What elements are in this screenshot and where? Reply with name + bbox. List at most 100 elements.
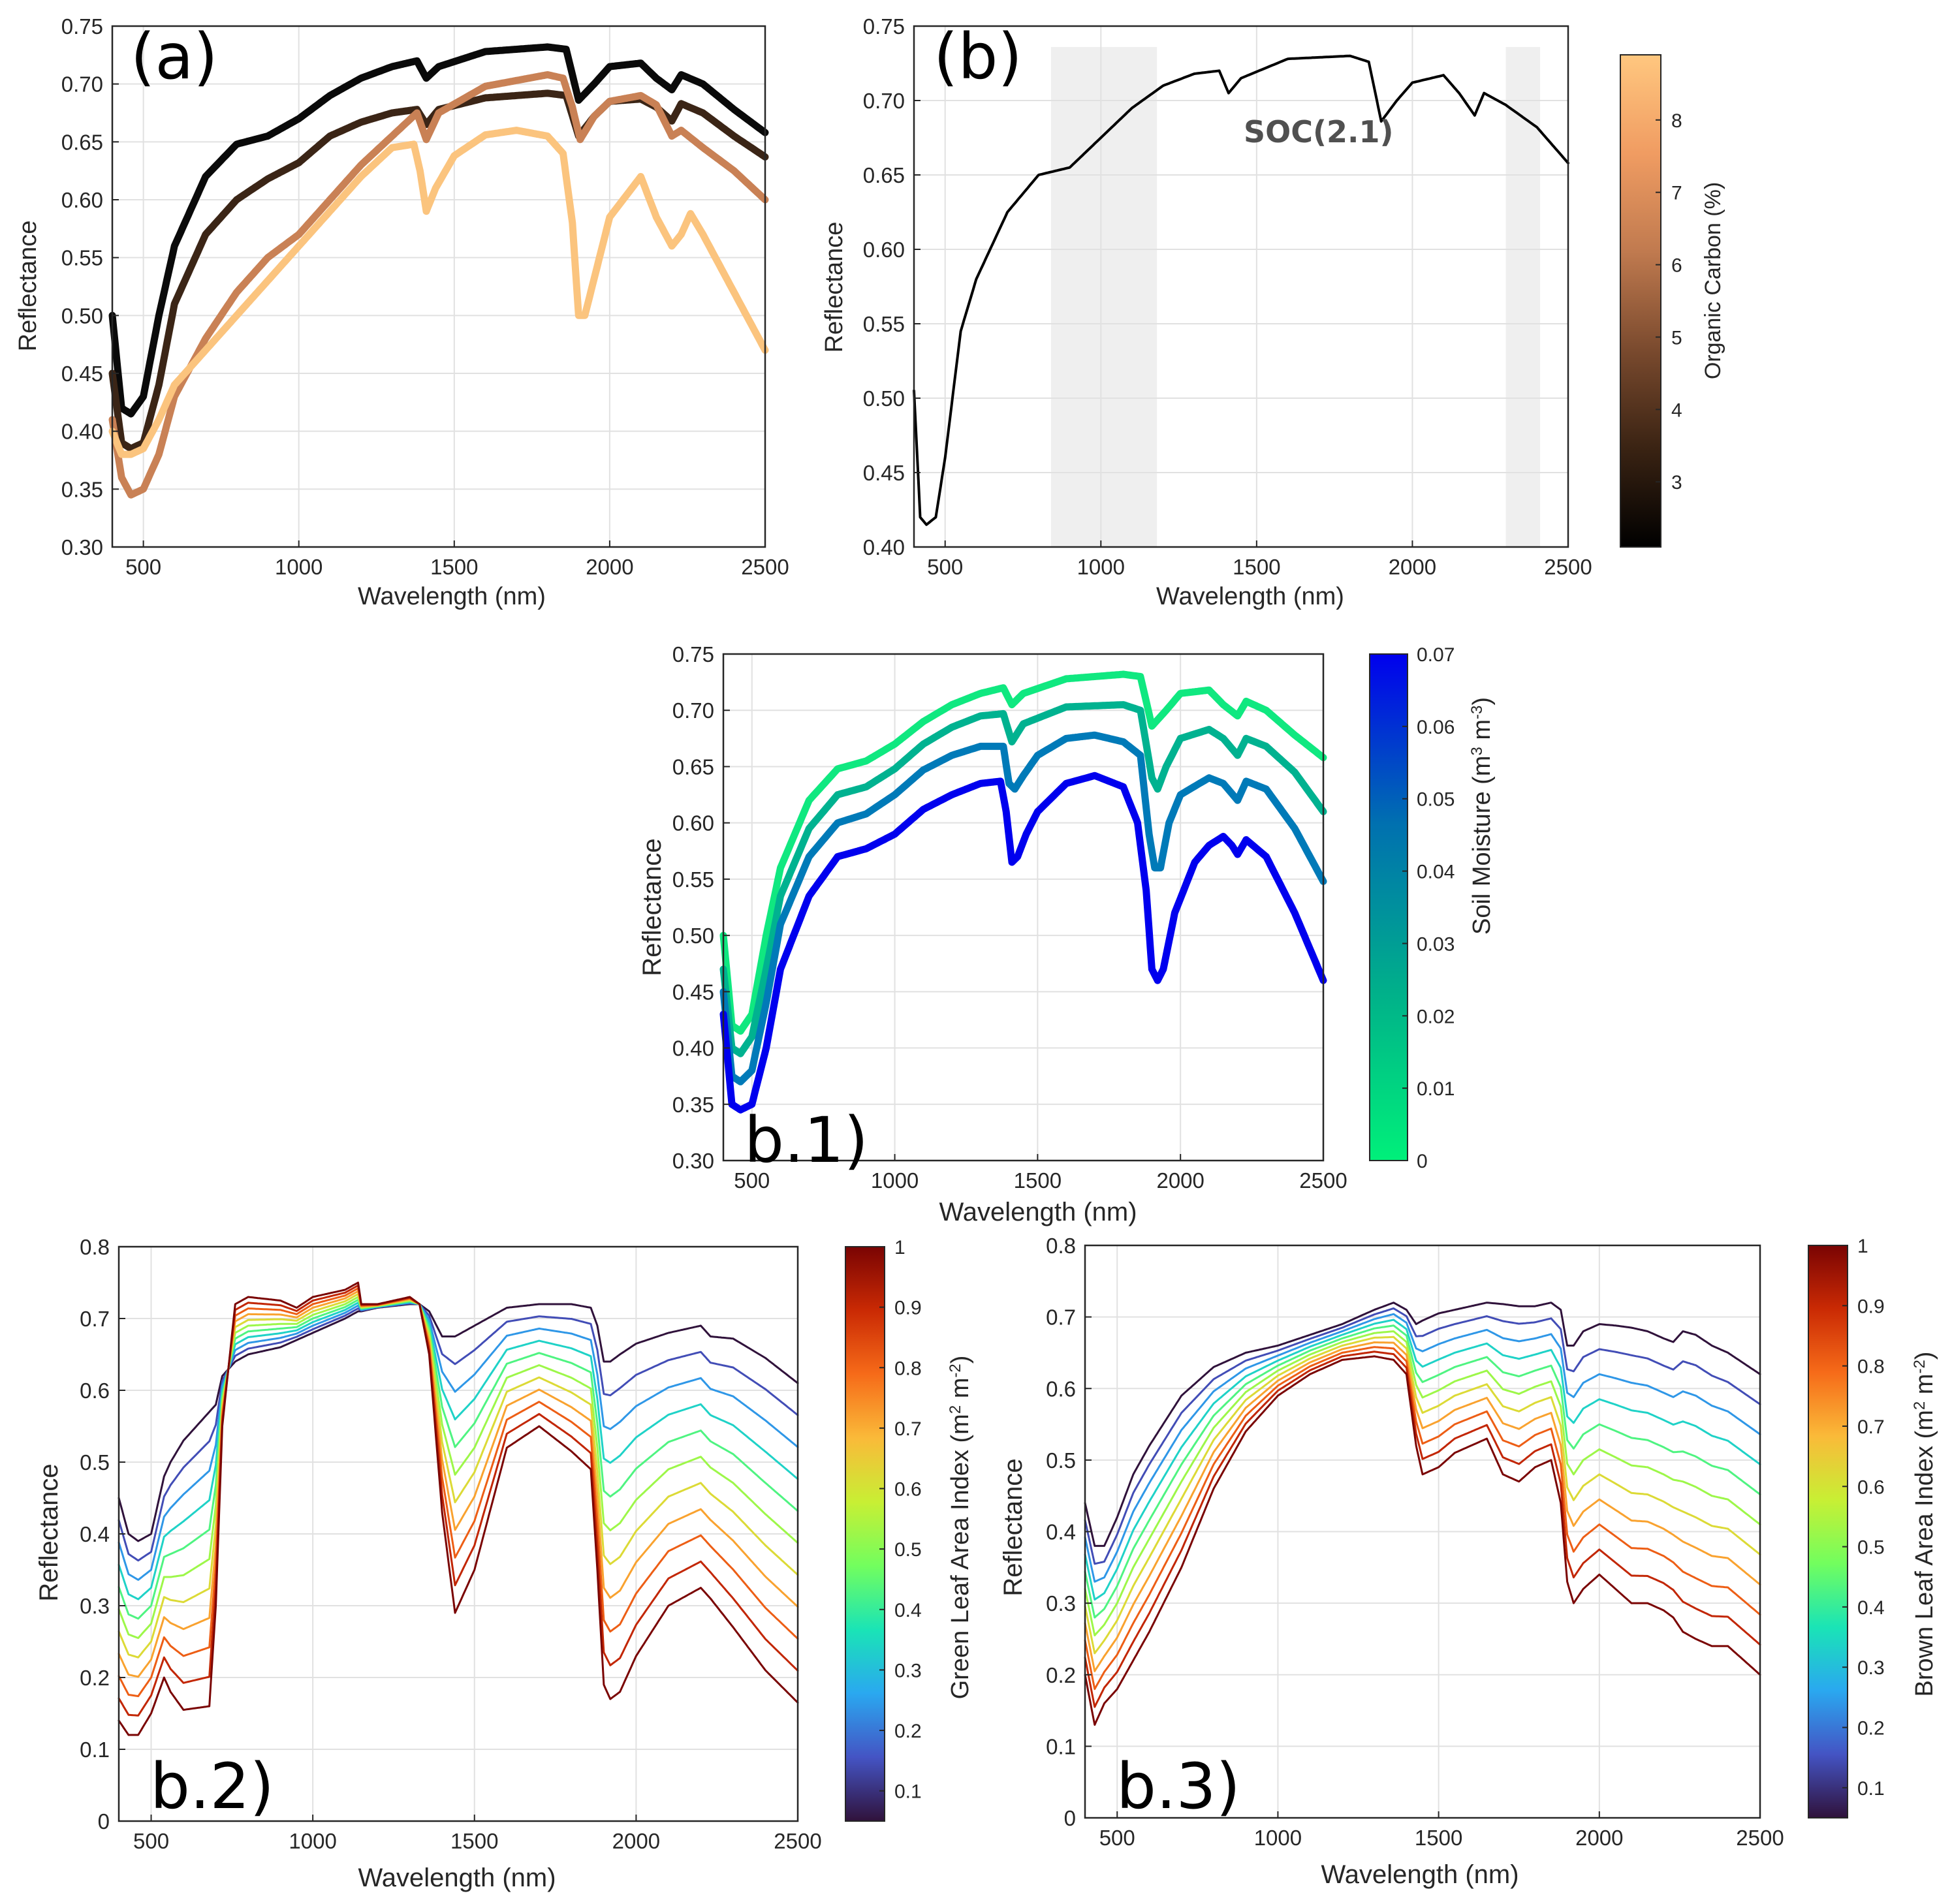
colorbar-soil-moisture: Soil Moisture (m3 m-3) 0 0.01 0.02 0.03 0.04… [1369, 644, 1496, 1172]
x-tick-label: 2500 [774, 1829, 821, 1853]
y-tick-label: 0.55 [61, 246, 103, 270]
y-tick-label: 0.45 [61, 362, 103, 386]
y-tick-label: 0.5 [80, 1450, 110, 1475]
panel-b2-ylabel: Reflectance [35, 1463, 63, 1601]
colorbar-tick-label: 3 [1671, 472, 1682, 493]
panel-b-label: (b) [934, 20, 1022, 93]
colorbar-b3-label: Brown Leaf Area Index (m2 m-2) [1911, 1352, 1938, 1697]
panel-b1-xlabel: Wavelength (nm) [939, 1198, 1137, 1226]
series-line-b.3-5 [1084, 1330, 1761, 1636]
panel-a-xlabel: Wavelength (nm) [358, 583, 546, 610]
colorbar-tick-label: 0.4 [1857, 1597, 1885, 1619]
panel-b1-plot-area: 500 1000 1500 2000 2500 0.30 0.35 0.40 0.45 0.50 0… [672, 642, 1347, 1193]
panel-a-label: (a) [131, 20, 218, 93]
colorbar-tick-label: 0.8 [1857, 1356, 1885, 1378]
x-tick-label: 1500 [1233, 555, 1280, 579]
y-tick-label: 0.70 [863, 89, 905, 113]
y-tick-label: 0.50 [863, 386, 905, 411]
colorbar-tick-label: 4 [1671, 399, 1682, 421]
x-tick-label: 2000 [612, 1829, 660, 1853]
x-tick-label: 1000 [1077, 555, 1125, 579]
colorbar-tick-label: 8 [1671, 110, 1682, 132]
series-line-a-0 [108, 43, 769, 418]
y-tick-label: 0.2 [80, 1666, 110, 1690]
colorbar-tick-label: 0.9 [1857, 1296, 1885, 1317]
y-tick-label: 0.75 [863, 14, 905, 39]
colorbar-tick-label: 6 [1671, 255, 1682, 277]
panel-b3-brown-lai: 500 1000 1500 2000 2500 0 0.1 0.2 0.3 0.4 0.5 0.6 0.… [999, 1234, 1784, 1889]
colorbar-tick-label: 0.7 [894, 1418, 922, 1440]
y-tick-label: 0.7 [80, 1307, 110, 1331]
colorbar-organic-carbon: Organic Carbon (%) 3 4 5 6 7 8 [1620, 54, 1725, 548]
series-line-b.1-1 [719, 701, 1327, 1057]
colorbar-b2-label: Green Leaf Area Index (m2 m-2) [947, 1356, 974, 1700]
series-line-b.3-4 [1084, 1324, 1761, 1619]
x-tick-label: 2500 [1544, 555, 1592, 579]
panel-b3-plot-area: 500 1000 1500 2000 2500 0 0.1 0.2 0.3 0.4 0.5 0.6 0.… [1046, 1234, 1784, 1850]
y-tick-label: 0.70 [61, 72, 103, 97]
series-line-b.3-0 [1084, 1302, 1761, 1547]
panel-a-organic-carbon: 500 1000 1500 2000 2500 0.30 0.35 0.40 0.45 0.50 0… [14, 14, 789, 610]
panel-a-plot-area: 500 1000 1500 2000 2500 0.30 0.35 0.40 0.45 0.50 0… [61, 14, 789, 579]
colorbar-gradient [1808, 1245, 1848, 1818]
x-tick-label: 2500 [1299, 1168, 1347, 1193]
y-tick-label: 0.60 [61, 188, 103, 212]
x-tick-label: 1500 [1415, 1826, 1462, 1850]
colorbar-tick-label: 0.05 [1417, 789, 1455, 811]
y-tick-label: 0.65 [61, 130, 103, 154]
x-tick-label: 1000 [289, 1829, 336, 1853]
y-tick-label: 0.45 [863, 461, 905, 485]
y-tick-label: 0.30 [672, 1149, 714, 1173]
colorbar-tick-label: 0.04 [1417, 862, 1455, 883]
colorbar-tick-label: 0.6 [894, 1479, 922, 1501]
y-tick-label: 0.8 [1046, 1234, 1076, 1258]
colorbar-tick-label: 1 [1857, 1236, 1868, 1257]
series-line-b.2-1 [118, 1302, 799, 1562]
series-line-b.3-10 [1084, 1355, 1761, 1726]
y-tick-label: 0.50 [672, 924, 714, 948]
panel-b2-plot-area: 500 1000 1500 2000 2500 0 0.1 0.2 0.3 0.4 0.5 0.6 0.… [80, 1235, 822, 1853]
y-tick-label: 0.6 [1046, 1377, 1076, 1401]
series-line-a-1 [108, 89, 769, 452]
y-tick-label: 0.40 [61, 420, 103, 444]
x-tick-label: 1500 [450, 1829, 498, 1853]
x-tick-label: 1500 [430, 555, 478, 579]
colorbar-gradient [845, 1246, 885, 1822]
y-tick-label: 0.55 [863, 312, 905, 336]
y-tick-label: 0.50 [61, 304, 103, 328]
panel-b3-ylabel: Reflectance [999, 1458, 1028, 1596]
y-tick-label: 0.2 [1046, 1663, 1076, 1687]
colorbar-a-label: Organic Carbon (%) [1701, 182, 1725, 379]
panel-b-plot-area: 500 1000 1500 2000 2500 0.40 0.45 0.50 0.55 0.60 0… [863, 14, 1592, 579]
y-tick-label: 0.4 [1046, 1520, 1076, 1544]
series-line-a-2 [108, 71, 769, 499]
series-line-b.3-9 [1084, 1350, 1761, 1708]
x-tick-label: 2000 [1389, 555, 1436, 579]
y-tick-label: 0.40 [863, 535, 905, 559]
series-line-b.2-0 [118, 1303, 799, 1542]
y-tick-label: 0.6 [80, 1379, 110, 1403]
colorbar-gradient [1369, 653, 1408, 1161]
plot-frame [913, 25, 1569, 548]
panel-b1-soil-moisture: 500 1000 1500 2000 2500 0.30 0.35 0.40 0.45 0.50 0… [638, 642, 1347, 1226]
colorbar-tick-label: 0.3 [894, 1660, 922, 1681]
colorbar-tick-label: 0.1 [894, 1781, 922, 1803]
x-tick-label: 1500 [1014, 1168, 1062, 1193]
x-tick-label: 500 [125, 555, 161, 579]
x-tick-label: 500 [927, 555, 963, 579]
y-tick-label: 0.75 [61, 14, 103, 39]
colorbar-tick-label: 0.7 [1857, 1416, 1885, 1438]
y-tick-label: 0.65 [863, 163, 905, 187]
colorbar-tick-label: 0.07 [1417, 644, 1455, 666]
panel-b2-green-lai: 500 1000 1500 2000 2500 0 0.1 0.2 0.3 0.4 0.5 0.6 0.… [35, 1235, 822, 1892]
shaded-band-1 [1505, 47, 1541, 547]
colorbar-tick-label: 0.01 [1417, 1078, 1455, 1100]
x-tick-label: 2000 [1156, 1168, 1204, 1193]
plot-frame [111, 25, 766, 548]
colorbar-b1-label: Soil Moisture (m3 m-3) [1468, 697, 1496, 935]
panel-b2-label: b.2) [150, 1750, 274, 1823]
y-tick-label: 0 [98, 1809, 110, 1834]
panel-b1-label: b.1) [744, 1104, 868, 1177]
colorbar-tick-label: 0.8 [894, 1358, 922, 1379]
x-tick-label: 500 [1099, 1826, 1135, 1850]
